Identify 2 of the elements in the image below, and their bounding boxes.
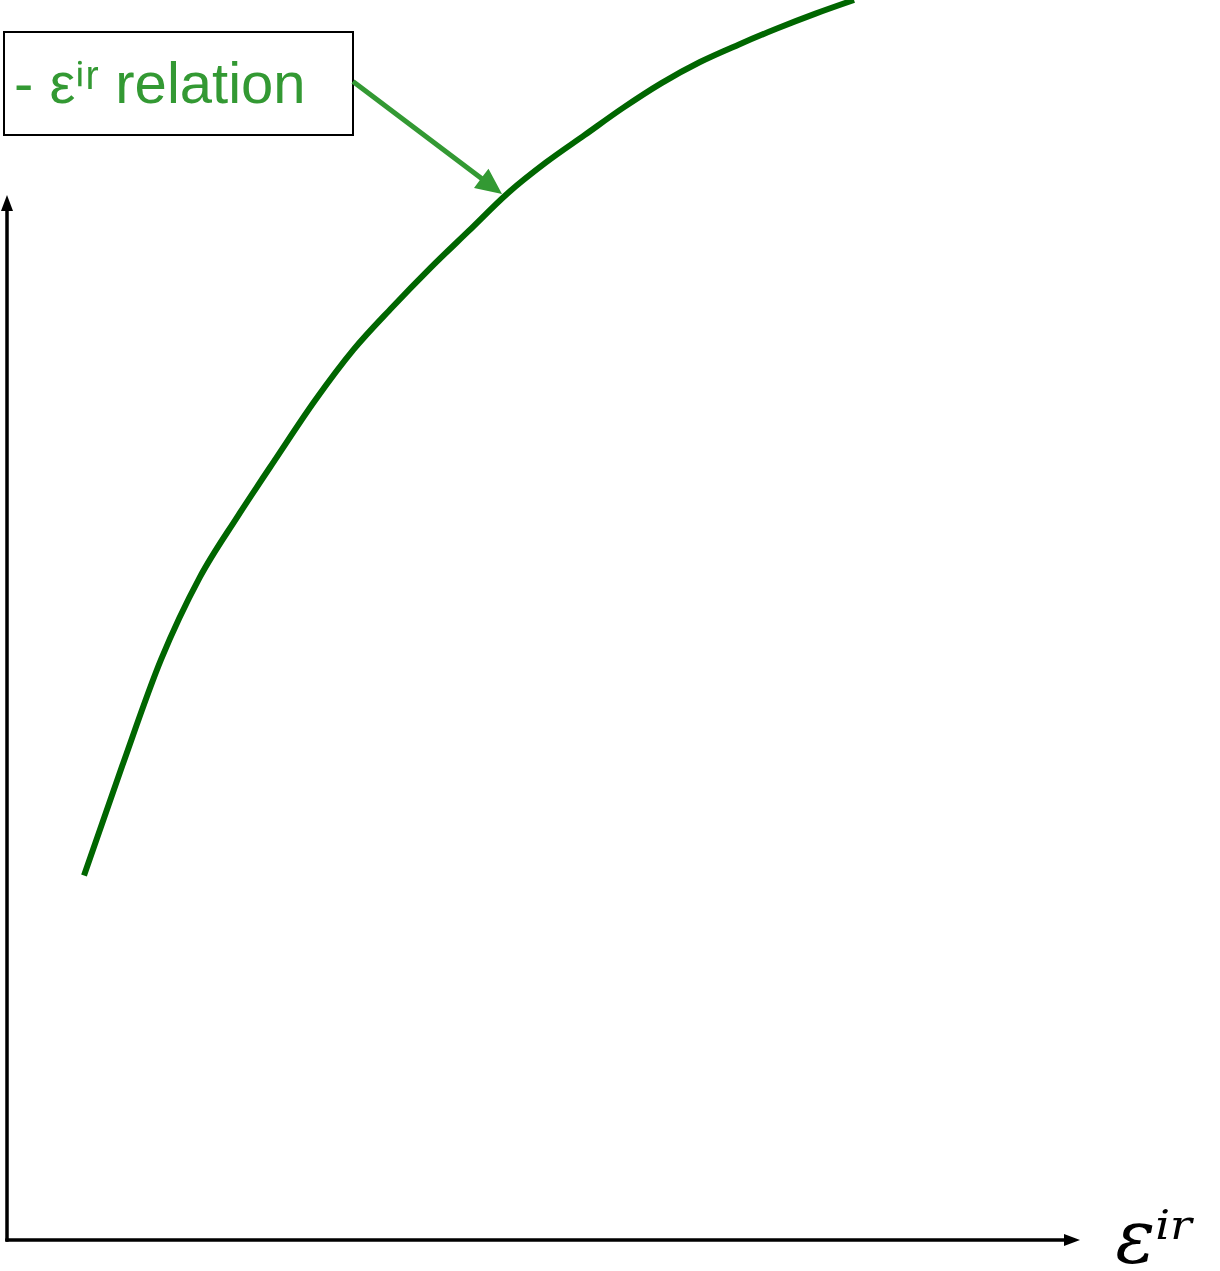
annotation: - εⁱʳ relation (14, 49, 306, 115)
x-axis-title: εⁱʳ (1115, 1193, 1196, 1271)
